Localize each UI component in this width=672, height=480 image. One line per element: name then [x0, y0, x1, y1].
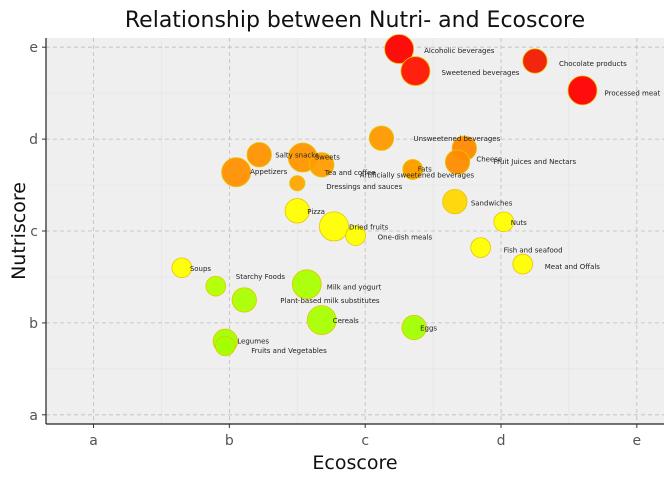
data-point	[309, 152, 335, 178]
data-point	[231, 287, 257, 313]
point-label: Milk and yogurt	[327, 283, 382, 291]
data-point	[400, 56, 431, 86]
x-axis-title: Ecoscore	[312, 452, 397, 474]
data-point	[319, 211, 349, 242]
point-label: Legumes	[237, 337, 269, 345]
data-point	[284, 198, 310, 224]
point-label: Salty snacks	[275, 152, 319, 160]
minor-gridlines	[46, 38, 664, 424]
data-point	[246, 142, 272, 168]
point-label: Cheese	[476, 155, 502, 163]
y-tick-label: b	[29, 316, 38, 332]
x-tick-label: a	[89, 433, 98, 449]
data-point	[384, 34, 415, 64]
data-point	[221, 157, 252, 188]
point-label: Nuts	[511, 219, 527, 227]
point-label: Sweetened beverages	[441, 69, 519, 77]
data-point	[205, 275, 227, 297]
point-label: Dried fruits	[349, 223, 389, 231]
point-label: Sandwiches	[471, 200, 513, 208]
x-tick-label: c	[361, 433, 369, 449]
data-point	[444, 149, 471, 175]
point-label: Plant-based milk substitutes	[280, 297, 380, 305]
data-point	[512, 253, 534, 275]
data-point	[401, 314, 427, 341]
point-label: Fruit Juices and Nectars	[494, 158, 577, 166]
x-axis-ticks: a b c d e	[89, 424, 641, 449]
x-tick-label: d	[497, 433, 506, 449]
point-label: Soups	[190, 265, 212, 273]
data-point	[470, 237, 491, 258]
x-tick-label: e	[633, 433, 642, 449]
data-point	[442, 188, 468, 215]
point-label: Alcoholic beverages	[424, 47, 495, 55]
point-label: Chocolate products	[559, 60, 627, 68]
data-point	[214, 335, 236, 357]
point-label: Dressings and sauces	[326, 183, 402, 191]
data-point	[368, 125, 395, 151]
point-label: Fats	[418, 165, 432, 173]
y-axis-ticks: a b c d e	[29, 40, 46, 424]
point-label: Artificially sweetened beverages	[360, 171, 475, 179]
y-tick-label: c	[30, 224, 38, 240]
x-tick-label: b	[225, 433, 234, 449]
point-label: Pizza	[307, 208, 325, 216]
data-point	[171, 257, 193, 279]
data-point	[402, 159, 424, 180]
y-tick-label: a	[29, 408, 38, 424]
point-label: Eggs	[420, 325, 437, 333]
point-label: Fruits and Vegetables	[251, 347, 327, 355]
data-point	[291, 269, 322, 300]
point-label: Fish and seafood	[504, 247, 563, 255]
chart-title: Relationship between Nutri- and Ecoscore	[125, 8, 585, 33]
point-label: Unsweetened beverages	[413, 135, 500, 143]
point-label: Cereals	[333, 317, 359, 325]
data-points	[171, 34, 598, 357]
point-label: Starchy Foods	[236, 273, 286, 281]
data-point	[306, 305, 337, 336]
point-label: Meat and Offals	[545, 263, 601, 271]
point-label: One-dish meals	[378, 234, 433, 242]
y-tick-label: e	[29, 40, 38, 56]
data-point	[289, 175, 306, 192]
point-label: Sweets	[315, 153, 341, 161]
point-label: Tea and coffee	[324, 169, 376, 177]
data-point	[493, 211, 515, 233]
y-tick-label: d	[29, 132, 38, 148]
y-axis-title: Nutriscore	[8, 182, 30, 280]
data-point	[522, 48, 548, 74]
data-point	[567, 75, 598, 106]
point-label: Appetizers	[250, 168, 288, 176]
point-labels: Alcoholic beverages Chocolate products Swe…	[190, 47, 661, 355]
data-point	[345, 225, 366, 246]
point-label: Processed meat	[605, 89, 661, 97]
